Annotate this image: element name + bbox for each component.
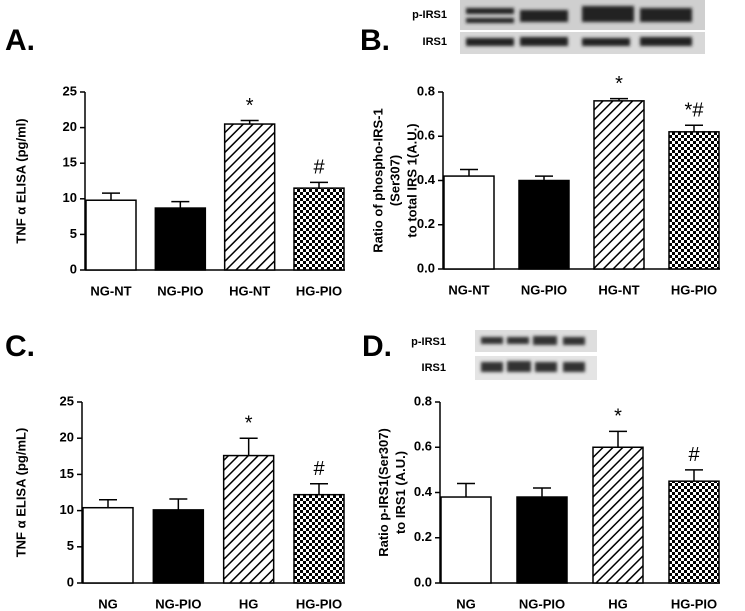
bar [593,100,645,270]
significance-marker: * [245,412,253,434]
y-axis-label: to total IRS 1(A.U.) [404,123,419,237]
panel-label: C. [5,330,35,363]
bar [222,454,275,584]
bar [82,506,134,584]
y-tick-label: 10 [63,190,77,205]
y-tick-label: 25 [60,393,74,408]
significance-marker: * [246,95,254,117]
x-tick-label: NG-PIO [521,282,567,297]
y-tick-label: 0 [67,574,74,589]
bar [440,496,492,584]
y-tick-label: 0.0 [414,574,432,589]
bar [516,496,568,584]
x-tick-label: NG-PIO [519,596,565,611]
x-tick-label: NG-NT [90,283,131,298]
x-tick-label: HG-PIO [671,596,717,611]
y-tick-label: 0 [70,261,77,276]
y-tick-label: 0.6 [417,128,435,143]
y-axis-label: TNF α ELISA (pg/mL) [13,428,28,558]
bar [668,131,720,270]
y-tick-label: 0.8 [414,393,432,408]
x-tick-label: HG [239,596,259,611]
y-tick-label: 5 [70,226,77,241]
x-tick-label: NG-PIO [155,596,201,611]
blot-label: p-IRS1 [411,336,446,348]
significance-marker: # [313,458,325,480]
x-tick-label: HG-NT [229,283,270,298]
x-tick-label: HG [608,596,628,611]
significance-marker: * [614,406,622,428]
y-tick-label: 0.0 [417,260,435,275]
bar [85,199,137,271]
y-axis-label: to IRS1 (A.U.) [393,451,408,534]
y-tick-label: 15 [63,155,77,170]
bar [223,123,276,271]
panel-label: B. [360,24,390,57]
y-tick-label: 15 [60,466,74,481]
blot-b [460,0,705,54]
panel-label: A. [5,24,35,57]
x-tick-label: NG-NT [448,282,489,297]
x-tick-label: HG-PIO [296,596,342,611]
y-tick-label: 25 [63,83,77,98]
y-tick-label: 0.4 [414,484,433,499]
x-tick-label: HG-NT [598,282,639,297]
x-tick-label: NG-PIO [157,283,203,298]
bar [668,480,720,584]
y-tick-label: 20 [63,119,77,134]
y-tick-label: 0.8 [417,83,435,98]
significance-marker: *# [685,99,705,121]
y-axis-label: (Ser307) [387,155,402,206]
significance-marker: * [615,73,623,95]
x-tick-label: NG [456,596,476,611]
blot-d [475,330,597,380]
significance-marker: # [688,444,700,466]
x-tick-label: HG-PIO [296,283,342,298]
y-tick-label: 10 [60,502,74,517]
bar [152,509,205,584]
bar [293,493,345,584]
bar [154,207,207,271]
y-tick-label: 0.6 [414,439,432,454]
y-tick-label: 20 [60,430,74,445]
bar [293,187,345,271]
bar [443,175,495,270]
panel-label: D. [362,330,392,363]
x-tick-label: HG-PIO [671,282,717,297]
bar [518,179,570,270]
y-tick-label: 5 [67,538,74,553]
x-tick-label: NG [98,596,118,611]
significance-marker: # [313,157,325,179]
y-tick-label: 0.2 [417,216,435,231]
blot-label: p-IRS1 [412,9,447,21]
y-tick-label: 0.2 [414,529,432,544]
y-axis-label: Ratio p-IRS1(Ser307) [376,428,391,557]
y-axis-label: Ratio of phospho-IRS-1 [370,108,385,252]
y-tick-label: 0.4 [417,172,436,187]
blot-label: IRS1 [423,36,447,48]
bar [592,446,644,584]
y-axis-label: TNF α ELISA (pg/ml) [13,118,28,243]
blot-label: IRS1 [422,362,446,374]
